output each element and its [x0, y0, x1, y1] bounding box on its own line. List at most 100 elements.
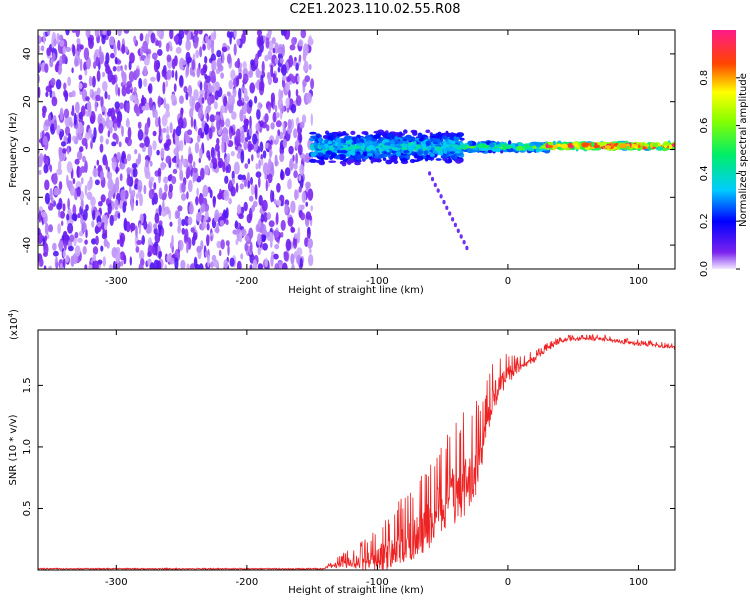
heatmap-cell	[198, 263, 204, 269]
heatmap-cell	[418, 137, 424, 142]
heatmap-cell	[250, 59, 255, 66]
heatmap-cell	[403, 150, 410, 154]
heatmap-cell	[55, 79, 62, 90]
heatmap-cell	[280, 231, 284, 238]
heatmap-cell	[151, 52, 158, 60]
heatmap-cell	[42, 135, 48, 146]
heatmap-cell	[322, 135, 329, 139]
heatmap-cell	[307, 240, 313, 249]
heatmap-cell	[231, 177, 235, 185]
heatmap-cell	[123, 254, 127, 265]
heatmap-cell	[283, 30, 287, 37]
heatmap-cell	[238, 87, 242, 101]
heatmap-cell	[294, 189, 298, 201]
heatmap-cell	[149, 103, 153, 111]
heatmap-cell	[109, 36, 115, 46]
heatmap-cell	[529, 143, 536, 147]
y-tick-label: -20	[22, 189, 33, 205]
heatmap-cell	[193, 89, 199, 101]
heatmap-cell	[157, 167, 162, 177]
heatmap-cell	[206, 112, 209, 123]
heatmap-cell	[423, 150, 429, 156]
heatmap-cell	[213, 259, 219, 268]
heatmap-cell	[62, 203, 66, 212]
heatmap-cell	[467, 140, 473, 145]
heatmap-cell	[287, 216, 294, 227]
heatmap-cell	[268, 158, 272, 171]
heatmap-cell	[126, 81, 132, 89]
heatmap-cell	[120, 260, 124, 267]
heatmap-cell	[166, 125, 169, 136]
heatmap-cell	[81, 137, 88, 147]
heatmap-cell	[234, 220, 239, 230]
heatmap-cell	[143, 57, 150, 66]
heatmap-cell	[195, 125, 198, 132]
heatmap-cell	[87, 180, 92, 191]
heatmap-cell	[203, 216, 207, 230]
heatmap-cell	[342, 144, 349, 149]
heatmap-cell	[441, 132, 450, 136]
heatmap-cell	[213, 30, 217, 40]
heatmap-cell	[153, 182, 157, 190]
heatmap-cell	[279, 153, 285, 163]
heatmap-cell	[63, 108, 70, 119]
heatmap-cell	[282, 138, 288, 148]
heatmap-cell	[351, 148, 356, 153]
heatmap-cell	[59, 107, 64, 121]
heatmap-cell	[56, 168, 63, 176]
heatmap-cell	[261, 234, 266, 243]
spectrogram-y-label: Frequency (Hz)	[8, 112, 19, 188]
heatmap-cell	[206, 222, 210, 231]
heatmap-cell	[264, 257, 269, 268]
colorbar-tick-label: 0.6	[699, 118, 710, 134]
heatmap-cell	[163, 142, 168, 149]
heatmap-cell	[506, 145, 512, 149]
heatmap-cell	[122, 201, 127, 207]
heatmap-cell	[235, 182, 239, 193]
heatmap-cell	[205, 105, 211, 114]
heatmap-cell	[61, 220, 64, 227]
heatmap-cell	[270, 254, 274, 267]
heatmap-cell	[119, 102, 124, 110]
heatmap-cell	[307, 227, 310, 235]
heatmap-cell	[135, 199, 139, 206]
heatmap-cell	[69, 234, 75, 243]
y-tick-label: -40	[22, 237, 33, 253]
heatmap-cell	[309, 131, 317, 135]
heatmap-cell	[316, 152, 324, 157]
heatmap-cell	[511, 142, 516, 148]
heatmap-cell	[49, 164, 53, 173]
heatmap-cell	[416, 144, 422, 149]
heatmap-cell	[619, 143, 627, 149]
heatmap-cell	[43, 163, 49, 174]
heatmap-cell	[110, 52, 115, 59]
heatmap-cell	[72, 44, 76, 57]
heatmap-cell	[540, 148, 546, 151]
heatmap-cell	[251, 154, 254, 162]
heatmap-cell	[144, 122, 149, 136]
heatmap-cell	[39, 258, 44, 267]
heatmap-cell	[261, 60, 265, 74]
heatmap-cell	[179, 75, 184, 87]
heatmap-cell	[268, 220, 275, 228]
heatmap-cell	[331, 152, 337, 157]
heatmap-cell	[105, 52, 110, 65]
heatmap-cell	[187, 179, 193, 193]
heatmap-cell	[315, 159, 323, 164]
heatmap-cell	[51, 37, 54, 49]
heatmap-cell	[289, 44, 296, 51]
heatmap-cell	[273, 198, 277, 205]
heatmap-cell	[443, 148, 448, 155]
heatmap-cell	[270, 189, 274, 203]
heatmap-cell	[210, 146, 215, 159]
heatmap-cell	[153, 259, 160, 269]
heatmap-cell	[152, 130, 157, 137]
heatmap-cell	[191, 98, 196, 107]
heatmap-cell	[306, 92, 312, 104]
heatmap-cell	[59, 55, 63, 68]
heatmap-cell	[209, 114, 216, 123]
heatmap-cell	[432, 138, 438, 143]
heatmap-cell	[74, 158, 80, 165]
heatmap-cell	[168, 183, 173, 193]
